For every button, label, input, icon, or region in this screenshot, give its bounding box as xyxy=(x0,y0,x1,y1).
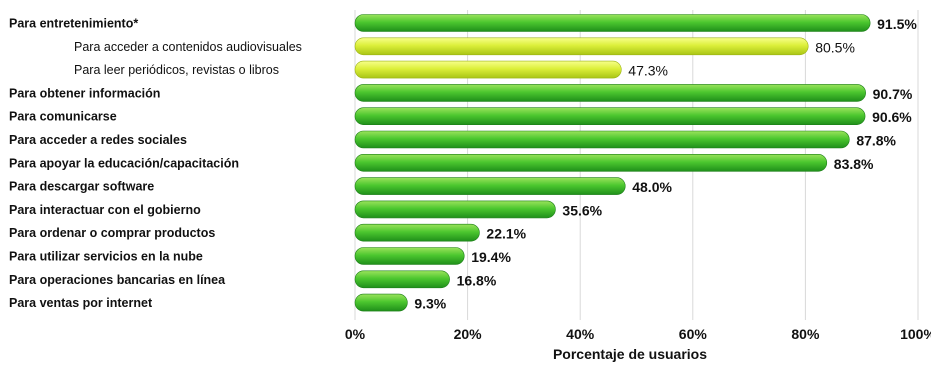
category-label: Para operaciones bancarias en línea xyxy=(9,273,226,287)
bar xyxy=(354,200,556,219)
x-tick-label: 60% xyxy=(679,326,708,342)
bar xyxy=(354,270,450,289)
category-label: Para interactuar con el gobierno xyxy=(9,203,201,217)
data-label: 91.5% xyxy=(877,16,917,32)
x-tick-labels: 0% 20% 40% 60% 80% 100% xyxy=(345,326,931,342)
bar xyxy=(354,177,626,195)
category-label: Para leer periódicos, revistas o libros xyxy=(74,63,279,77)
x-tick-label: 40% xyxy=(566,326,595,342)
bar xyxy=(354,247,465,265)
data-label: 87.8% xyxy=(856,133,896,149)
bar xyxy=(354,84,866,102)
category-label: Para ventas por internet xyxy=(9,296,153,310)
category-label: Para entretenimiento* xyxy=(9,17,138,31)
category-label: Para acceder a redes sociales xyxy=(9,133,187,147)
x-tick-label: 20% xyxy=(454,326,483,342)
data-label: 35.6% xyxy=(562,202,602,218)
category-label: Para apoyar la educación/capacitación xyxy=(9,156,239,170)
bars xyxy=(354,14,871,312)
category-label: Para obtener información xyxy=(9,86,160,100)
bar xyxy=(354,37,809,56)
data-label: 48.0% xyxy=(632,179,672,195)
bar xyxy=(354,130,850,149)
bar xyxy=(354,223,480,242)
data-label: 16.8% xyxy=(457,272,497,288)
data-label: 90.7% xyxy=(873,86,913,102)
data-label: 83.8% xyxy=(834,156,874,172)
category-label: Para utilizar servicios en la nube xyxy=(9,250,203,264)
category-label: Para ordenar o comprar productos xyxy=(9,226,215,240)
data-label: 19.4% xyxy=(471,249,511,265)
value-labels: 91.5% 80.5% 47.3% 90.7% 90.6% 87.8% 83.8% 48.0%… xyxy=(414,16,917,312)
bar xyxy=(354,107,866,125)
bar xyxy=(354,154,828,172)
category-label: Para comunicarse xyxy=(9,110,117,124)
x-axis-label: Porcentaje de usuarios xyxy=(553,346,707,362)
x-tick-label: 80% xyxy=(791,326,820,342)
bar xyxy=(354,293,408,312)
bar xyxy=(354,14,871,32)
data-label: 22.1% xyxy=(486,226,526,242)
data-label: 47.3% xyxy=(628,63,668,79)
category-labels: Para entretenimiento* Para acceder a cont… xyxy=(9,17,302,311)
x-tick-label: 100% xyxy=(900,326,931,342)
x-tick-label: 0% xyxy=(345,326,366,342)
category-label: Para descargar software xyxy=(9,180,154,194)
bar xyxy=(354,60,622,79)
category-label: Para acceder a contenidos audiovisuales xyxy=(74,40,302,54)
data-label: 9.3% xyxy=(414,296,446,312)
data-label: 80.5% xyxy=(815,39,855,55)
data-label: 90.6% xyxy=(872,109,912,125)
